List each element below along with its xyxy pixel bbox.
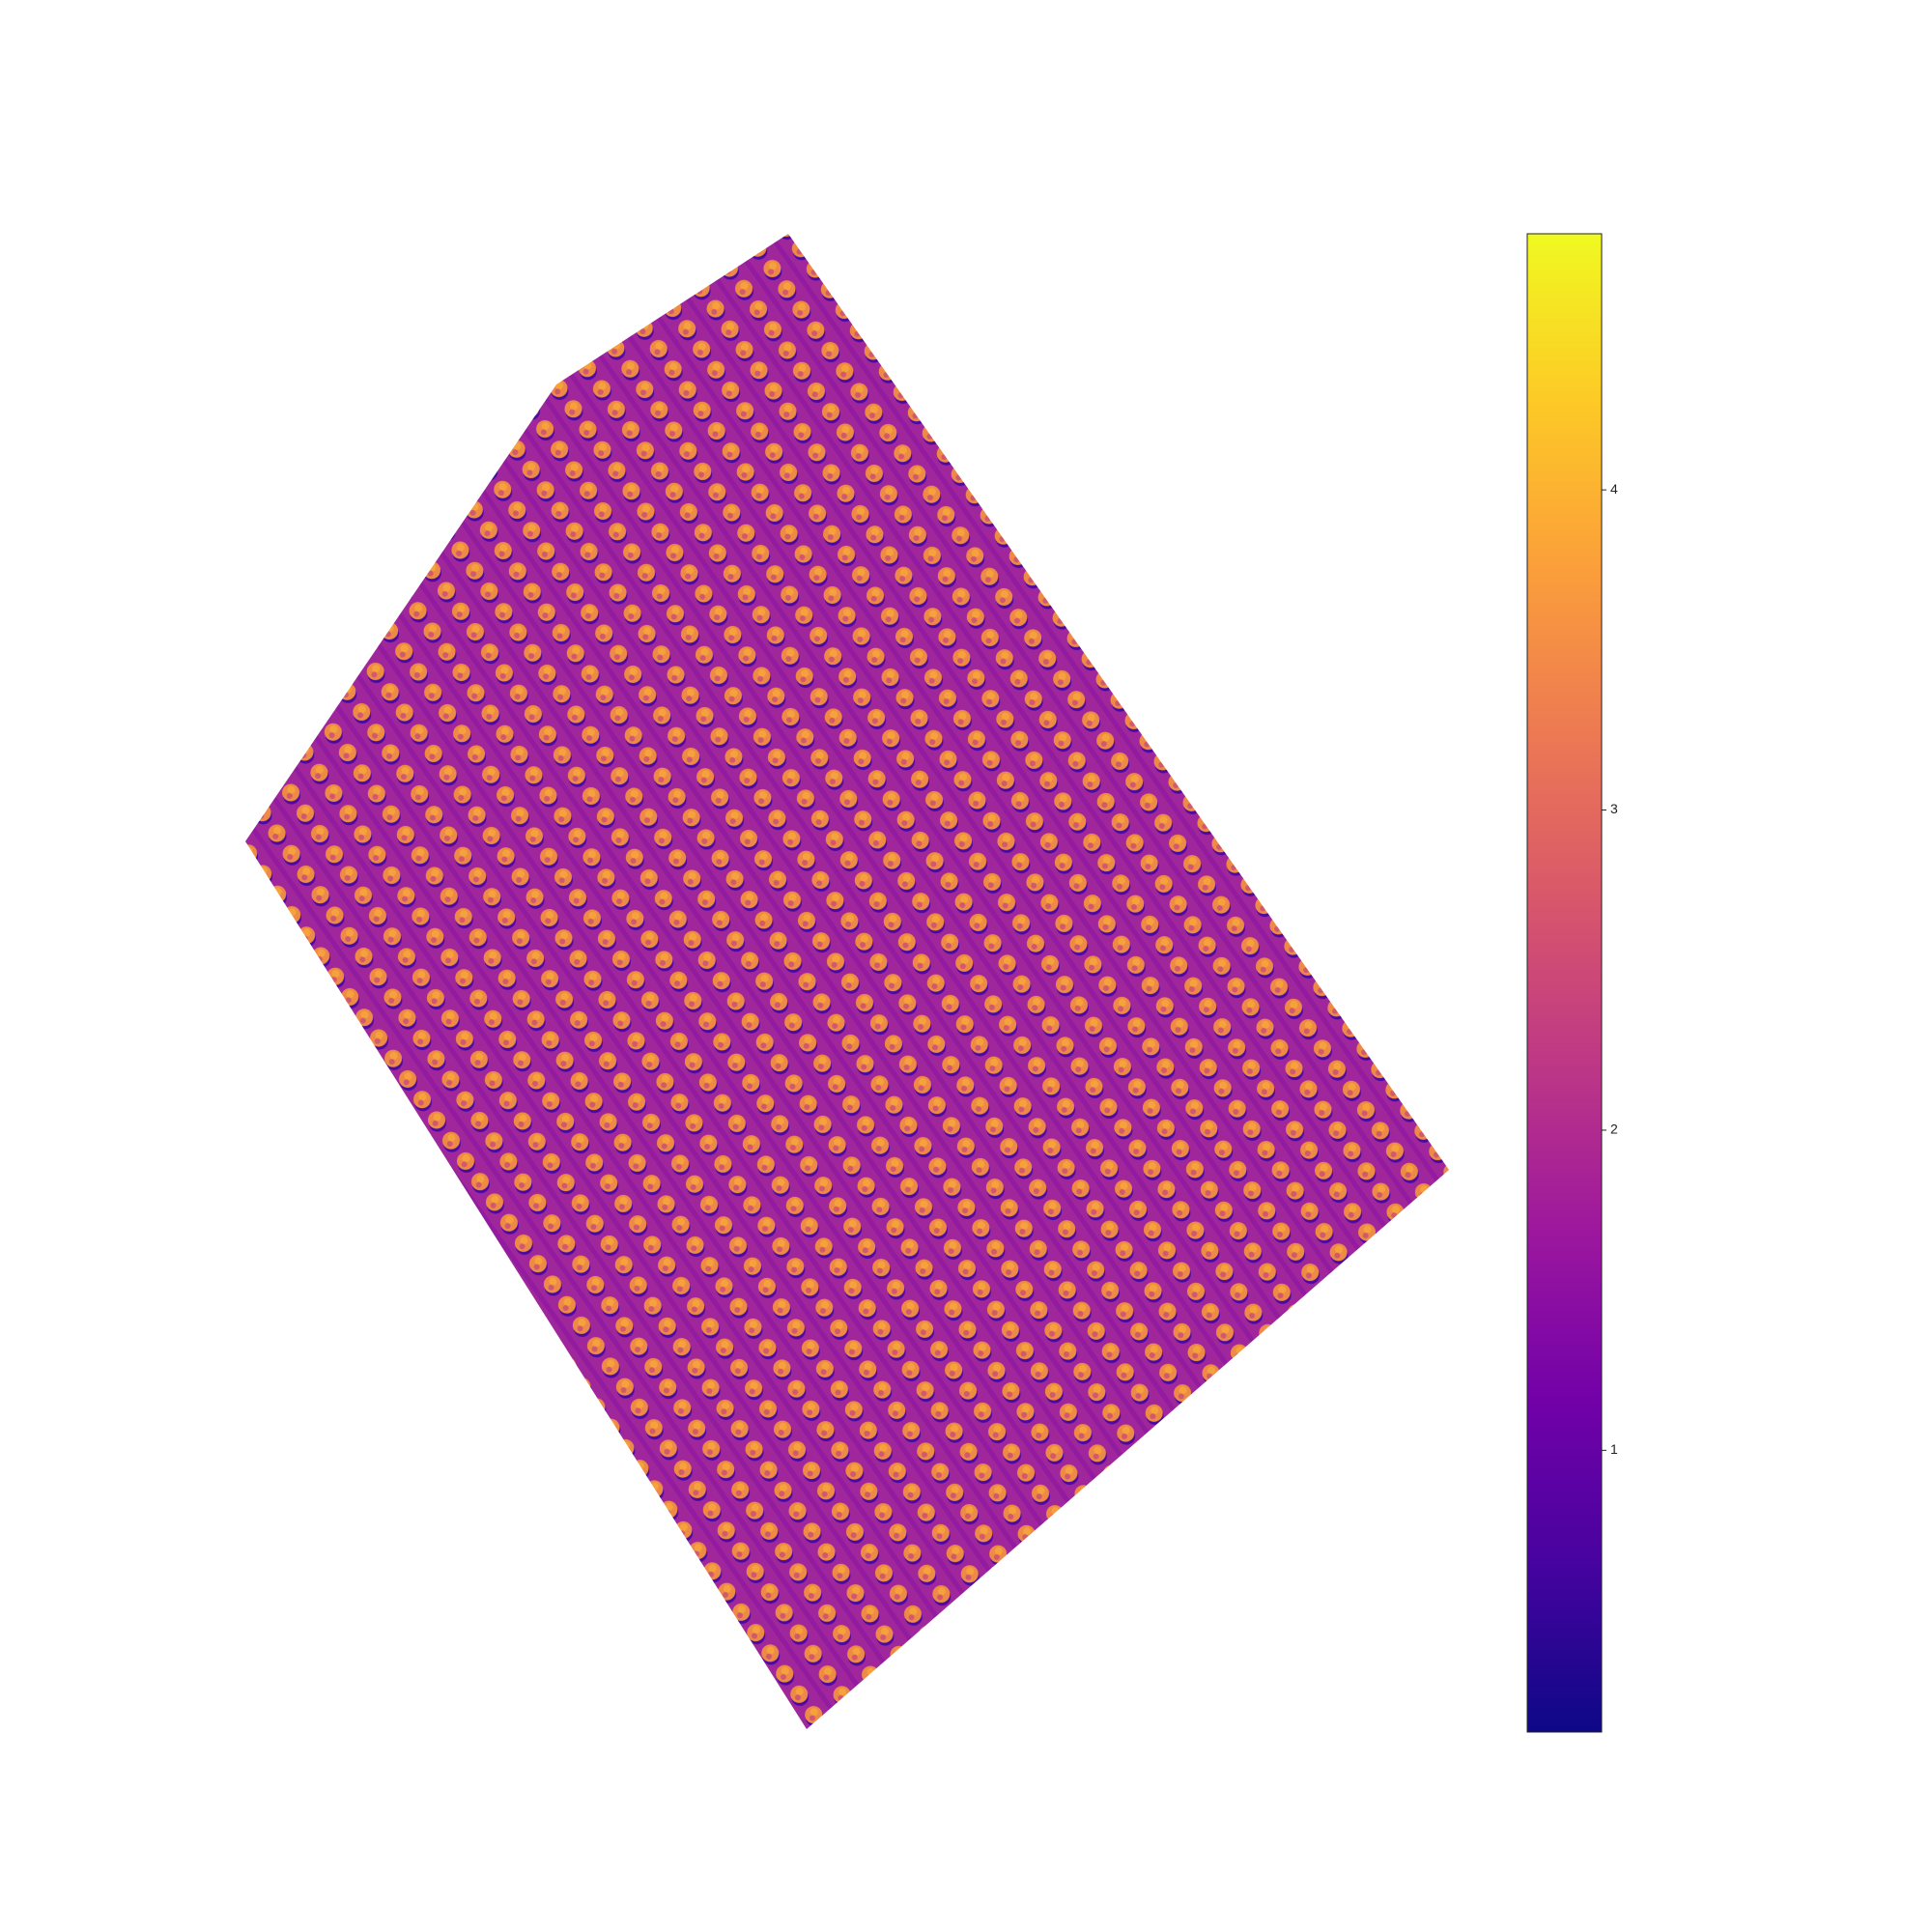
colorbar-tick-label: 4: [1610, 481, 1618, 497]
colorbar-tick-label: 1: [1610, 1441, 1618, 1457]
colorbar-tick-label: 3: [1610, 801, 1618, 816]
colorbar-tick-label: 2: [1610, 1122, 1618, 1137]
colorbar-gradient: [1526, 233, 1603, 1733]
raster-field: [245, 234, 1449, 1729]
colorbar: 1 2 3 4: [1526, 233, 1618, 1733]
